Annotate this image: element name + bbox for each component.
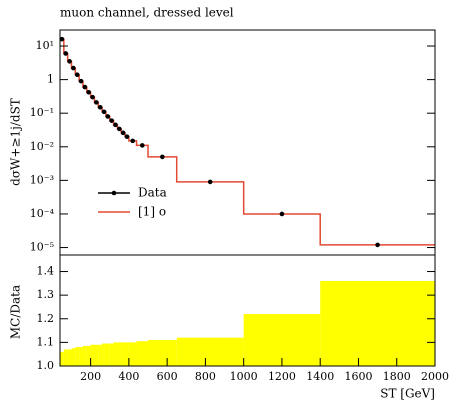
y-tick-label: 10¹ — [36, 39, 54, 52]
y-axis-label: dσW+≥1j/dST — [9, 98, 23, 186]
data-point — [120, 130, 126, 136]
data-point — [67, 59, 72, 64]
ratio-band — [136, 341, 149, 366]
ratio-band — [90, 344, 95, 366]
data-point — [94, 100, 99, 105]
ratio-band — [128, 342, 137, 366]
ratio-band — [176, 337, 244, 366]
y-tick-label: 1.4 — [37, 265, 55, 278]
ratio-band — [75, 347, 80, 366]
y-tick-label: 1.3 — [37, 288, 55, 301]
ratio-band — [320, 280, 435, 366]
plot-frame — [59, 254, 436, 367]
legend-label: Data — [138, 186, 167, 200]
data-point — [124, 134, 130, 139]
data-point — [117, 126, 122, 132]
ratio-band — [71, 348, 76, 366]
data-point — [74, 72, 80, 78]
ratio-band — [109, 343, 114, 366]
data-point — [63, 51, 69, 56]
ratio-band — [148, 340, 177, 366]
ratio-band — [98, 344, 103, 366]
data-point — [90, 94, 95, 100]
x-tick-label: 1200 — [268, 370, 296, 383]
y-tick-label: 10⁻³ — [30, 173, 54, 186]
data-point — [97, 104, 103, 110]
ratio-band — [79, 347, 83, 366]
x-tick-label: 800 — [195, 370, 216, 383]
ratio-band — [125, 342, 129, 366]
data-point — [105, 114, 111, 119]
y-tick-label: 1.0 — [37, 359, 55, 372]
y-tick-label: 10⁻⁵ — [30, 241, 54, 254]
x-tick-label: 1600 — [344, 370, 372, 383]
y-tick-label: 10⁻¹ — [30, 106, 54, 119]
ratio-band — [243, 314, 321, 366]
ratio-band — [82, 345, 87, 366]
ratio-band — [121, 342, 126, 366]
y-tick-label: 1 — [47, 73, 54, 86]
x-tick-label: 600 — [157, 370, 178, 383]
x-tick-label: 1400 — [306, 370, 334, 383]
ratio-band — [63, 349, 68, 366]
data-point — [279, 211, 285, 217]
ratio-band — [102, 343, 106, 366]
ratio-y-axis-label: MC/Data — [9, 285, 23, 339]
y-tick-label: 10⁻² — [30, 140, 54, 153]
data-point — [59, 36, 65, 42]
x-tick-label: 400 — [118, 370, 139, 383]
y-tick-label: 1.2 — [37, 312, 55, 325]
ratio-band — [67, 349, 72, 366]
ratio-band — [117, 342, 122, 366]
plot-frame — [59, 29, 436, 256]
data-point — [207, 179, 213, 185]
x-tick-label: 2000 — [421, 370, 449, 383]
y-tick-label: 10⁻⁴ — [30, 207, 55, 220]
data-point — [82, 84, 88, 90]
ratio-band — [105, 343, 110, 366]
mc-line — [60, 38, 435, 246]
data-point — [160, 154, 165, 160]
ratio-band — [60, 351, 64, 366]
legend-marker — [111, 190, 117, 196]
chart-title: muon channel, dressed level — [60, 6, 234, 20]
x-tick-label: 1800 — [383, 370, 411, 383]
x-axis-label: ST [GeV] — [380, 387, 435, 401]
data-point — [113, 122, 118, 128]
x-tick-label: 1000 — [230, 370, 258, 383]
data-point — [71, 65, 76, 71]
ratio-band — [86, 345, 91, 366]
data-point — [139, 143, 145, 148]
data-point — [86, 89, 91, 95]
data-point — [109, 118, 114, 123]
data-point — [78, 78, 84, 84]
data-point — [130, 138, 136, 144]
ratio-band — [94, 344, 99, 366]
y-tick-label: 1.1 — [37, 335, 55, 348]
data-point — [375, 242, 380, 248]
x-tick-label: 200 — [80, 370, 101, 383]
ratio-band — [113, 342, 118, 366]
legend-label: [1] o — [138, 205, 166, 219]
data-point — [101, 109, 107, 115]
